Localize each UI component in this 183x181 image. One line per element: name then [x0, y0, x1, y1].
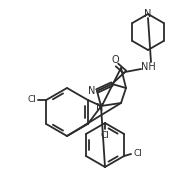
- Text: Cl: Cl: [101, 131, 109, 140]
- Text: Cl: Cl: [28, 96, 37, 104]
- Text: Cl: Cl: [134, 148, 143, 157]
- Text: N: N: [88, 86, 96, 96]
- Text: O: O: [111, 55, 119, 65]
- Text: N: N: [144, 9, 152, 19]
- Text: NH: NH: [141, 62, 155, 72]
- Text: N: N: [96, 103, 104, 113]
